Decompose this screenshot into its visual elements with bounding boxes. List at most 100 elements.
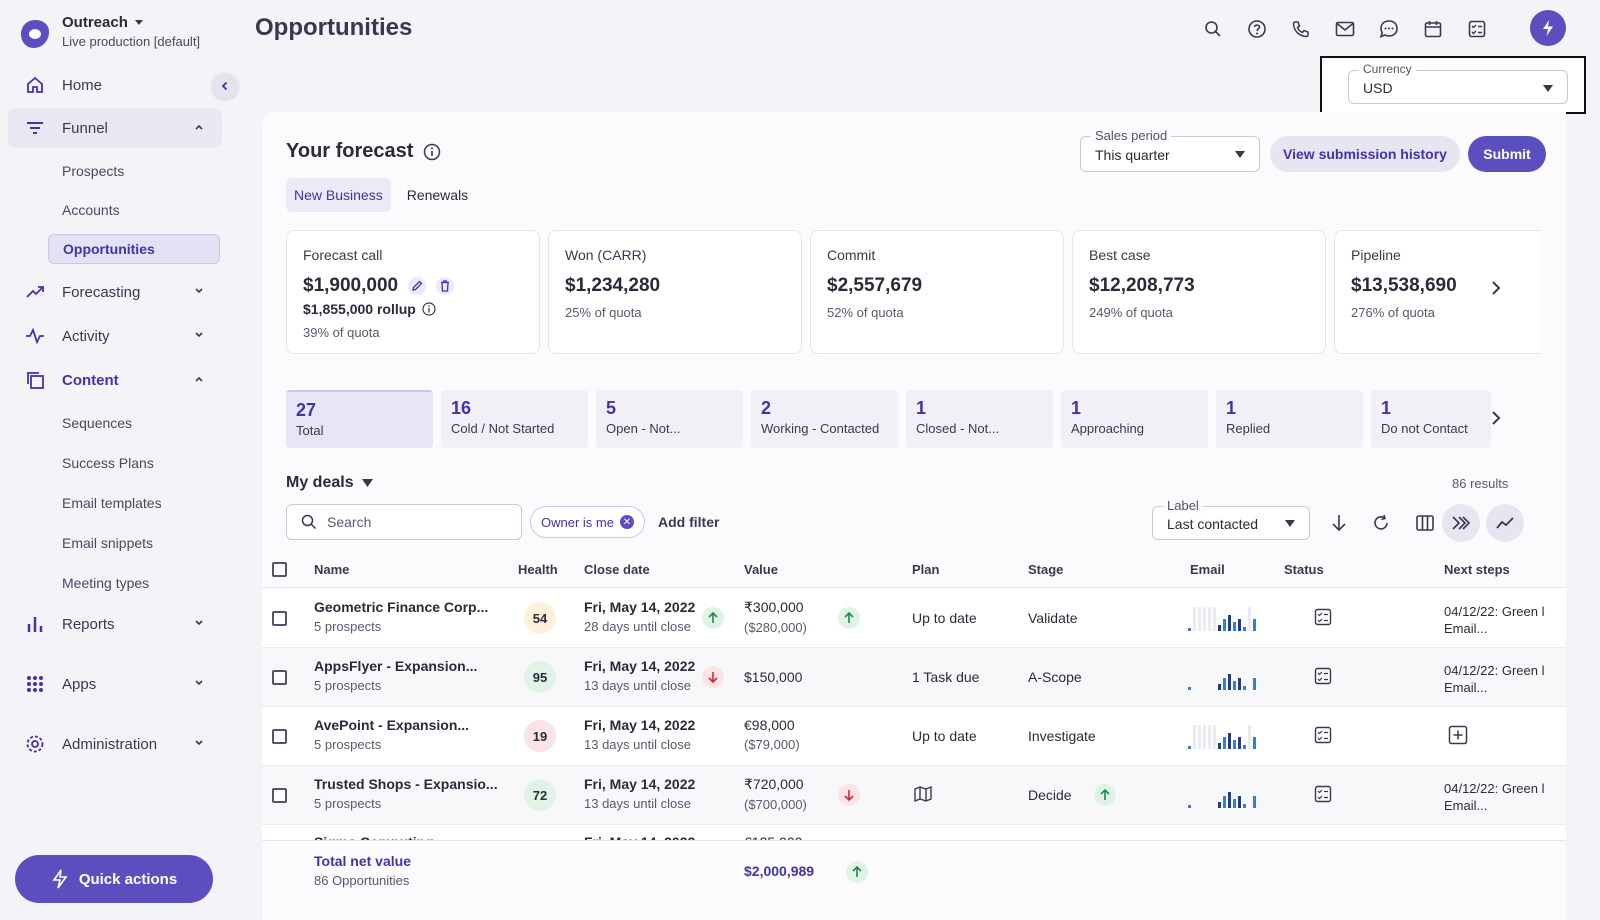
kpi-commit: Commit $2,557,679 52% of quota: [810, 230, 1064, 354]
col-name[interactable]: Name: [314, 562, 350, 577]
row-checkbox[interactable]: [272, 729, 287, 744]
help-icon[interactable]: [1244, 16, 1270, 42]
quick-actions-button[interactable]: Quick actions: [15, 855, 213, 903]
sort-icon[interactable]: [1326, 510, 1352, 536]
col-value[interactable]: Value: [744, 562, 778, 577]
view-submission-history-button[interactable]: View submission history: [1270, 136, 1460, 172]
nav-success-plans[interactable]: Success Plans: [62, 455, 154, 471]
nav-prospects[interactable]: Prospects: [62, 163, 125, 179]
calendar-icon[interactable]: [1420, 16, 1446, 42]
nav-email-snippets[interactable]: Email snippets: [62, 535, 154, 551]
org-switcher[interactable]: Outreach Live production [default]: [18, 14, 200, 51]
col-next-steps[interactable]: Next steps: [1444, 562, 1510, 577]
row-checkbox[interactable]: [272, 611, 287, 626]
chat-icon[interactable]: [1376, 16, 1402, 42]
col-email[interactable]: Email: [1190, 562, 1225, 577]
kpi-forecast-call: Forecast call $1,900,000 $1,855,000 roll…: [286, 230, 540, 354]
sales-period-select[interactable]: Sales period This quarter: [1080, 128, 1260, 172]
stage-count: 16: [451, 398, 472, 418]
nav-administration[interactable]: Administration: [8, 724, 222, 764]
expand-view-icon[interactable]: [1442, 504, 1480, 542]
pencil-icon[interactable]: [408, 277, 427, 295]
info-icon[interactable]: [423, 143, 441, 161]
row-checkbox[interactable]: [272, 670, 287, 685]
task-status-icon[interactable]: [1314, 608, 1332, 626]
deal-name[interactable]: AvePoint - Expansion...: [314, 717, 470, 733]
refresh-icon[interactable]: [1368, 510, 1394, 536]
col-health[interactable]: Health: [518, 562, 558, 577]
deal-name[interactable]: Trusted Shops - Expansio...: [314, 776, 498, 792]
col-plan[interactable]: Plan: [912, 562, 940, 577]
map-plan-icon[interactable]: [914, 785, 934, 803]
col-stage[interactable]: Stage: [1028, 562, 1064, 577]
table-row[interactable]: Geometric Finance Corp... 5 prospects 54 …: [262, 589, 1566, 648]
nav-content[interactable]: Content: [8, 360, 222, 400]
deal-name[interactable]: Geometric Finance Corp...: [314, 599, 489, 615]
table-row[interactable]: AvePoint - Expansion... 5 prospects 19 Fr…: [262, 707, 1566, 766]
nav-accounts[interactable]: Accounts: [62, 202, 120, 218]
stage-replied[interactable]: 1 Replied: [1216, 390, 1363, 448]
nav-email-templates[interactable]: Email templates: [62, 495, 162, 511]
label-select[interactable]: Label Last contacted: [1152, 498, 1310, 540]
nav-apps[interactable]: Apps: [8, 664, 222, 704]
task-status-icon[interactable]: [1314, 726, 1332, 744]
nav-meeting-types[interactable]: Meeting types: [62, 575, 150, 591]
collapse-sidebar-button[interactable]: [212, 73, 238, 99]
stage-do-not-contact[interactable]: 1 Do not Contact: [1371, 390, 1491, 448]
deal-name[interactable]: AppsFlyer - Expansion...: [314, 658, 478, 674]
trend-chart-icon[interactable]: [1486, 504, 1524, 542]
col-status[interactable]: Status: [1284, 562, 1324, 577]
task-status-icon[interactable]: [1314, 785, 1332, 803]
nav-opportunities[interactable]: Opportunities: [48, 234, 220, 264]
chevron-right-icon[interactable]: [1490, 280, 1502, 296]
trash-icon[interactable]: [436, 277, 455, 295]
nav-funnel[interactable]: Funnel: [8, 108, 222, 148]
task-status-icon[interactable]: [1314, 667, 1332, 685]
search-icon[interactable]: [1200, 16, 1226, 42]
my-deals-dropdown[interactable]: My deals: [286, 474, 373, 492]
columns-icon[interactable]: [1412, 510, 1438, 536]
nav-home[interactable]: Home: [8, 65, 222, 105]
nav-activity[interactable]: Activity: [8, 316, 222, 356]
search-input[interactable]: Search: [286, 504, 522, 540]
mail-icon[interactable]: [1332, 16, 1358, 42]
table-row[interactable]: Trusted Shops - Expansio... 5 prospects 7…: [262, 766, 1566, 825]
owner-filter-chip[interactable]: Owner is me ✕: [530, 506, 645, 538]
select-all-checkbox[interactable]: [272, 562, 287, 577]
submit-button[interactable]: Submit: [1468, 136, 1546, 172]
nav-reports[interactable]: Reports: [8, 604, 222, 644]
stage-closed[interactable]: 1 Closed - Not...: [906, 390, 1053, 448]
tab-new-business[interactable]: New Business: [286, 178, 391, 212]
add-filter-button[interactable]: Add filter: [658, 514, 720, 530]
nav-sequences[interactable]: Sequences: [62, 415, 133, 431]
stage-approaching[interactable]: 1 Approaching: [1061, 390, 1208, 448]
close-icon[interactable]: ✕: [619, 515, 634, 529]
stage-label: Open - Not...: [606, 421, 681, 436]
stage-open[interactable]: 5 Open - Not...: [596, 390, 743, 448]
results-count: 86 results: [1452, 476, 1509, 491]
plan-status[interactable]: 1 Task due: [912, 669, 980, 685]
row-checkbox[interactable]: [272, 788, 287, 803]
stage-cold[interactable]: 16 Cold / Not Started: [441, 390, 588, 448]
add-next-step-icon[interactable]: [1448, 725, 1468, 745]
kpi-quota: 249% of quota: [1089, 305, 1173, 320]
tasks-icon[interactable]: [1464, 16, 1490, 42]
currency-select[interactable]: Currency USD: [1348, 62, 1568, 104]
top-toolbar: [1200, 16, 1490, 42]
email-activity-bars: [1188, 782, 1256, 808]
info-icon[interactable]: [422, 302, 436, 316]
nav-forecasting[interactable]: Forecasting: [8, 272, 222, 312]
chevron-right-icon[interactable]: [1490, 410, 1502, 426]
stage-working[interactable]: 2 Working - Contacted: [751, 390, 898, 448]
col-close-date[interactable]: Close date: [584, 562, 650, 577]
phone-icon[interactable]: [1288, 16, 1314, 42]
tab-renewals[interactable]: Renewals: [406, 187, 469, 203]
stage-total[interactable]: 27 Total: [286, 390, 433, 448]
kpi-quota: 52% of quota: [827, 305, 904, 320]
table-row[interactable]: AppsFlyer - Expansion... 5 prospects 95 F…: [262, 648, 1566, 707]
lightning-avatar-button[interactable]: [1530, 10, 1566, 46]
next-step-line: 04/12/22: Green l: [1444, 781, 1545, 796]
total-row: Total net value 86 Opportunities $2,000,…: [262, 840, 1566, 920]
currency-selector-highlight: Currency USD: [1320, 56, 1586, 114]
close-date: Fri, May 14, 2022: [584, 717, 696, 733]
